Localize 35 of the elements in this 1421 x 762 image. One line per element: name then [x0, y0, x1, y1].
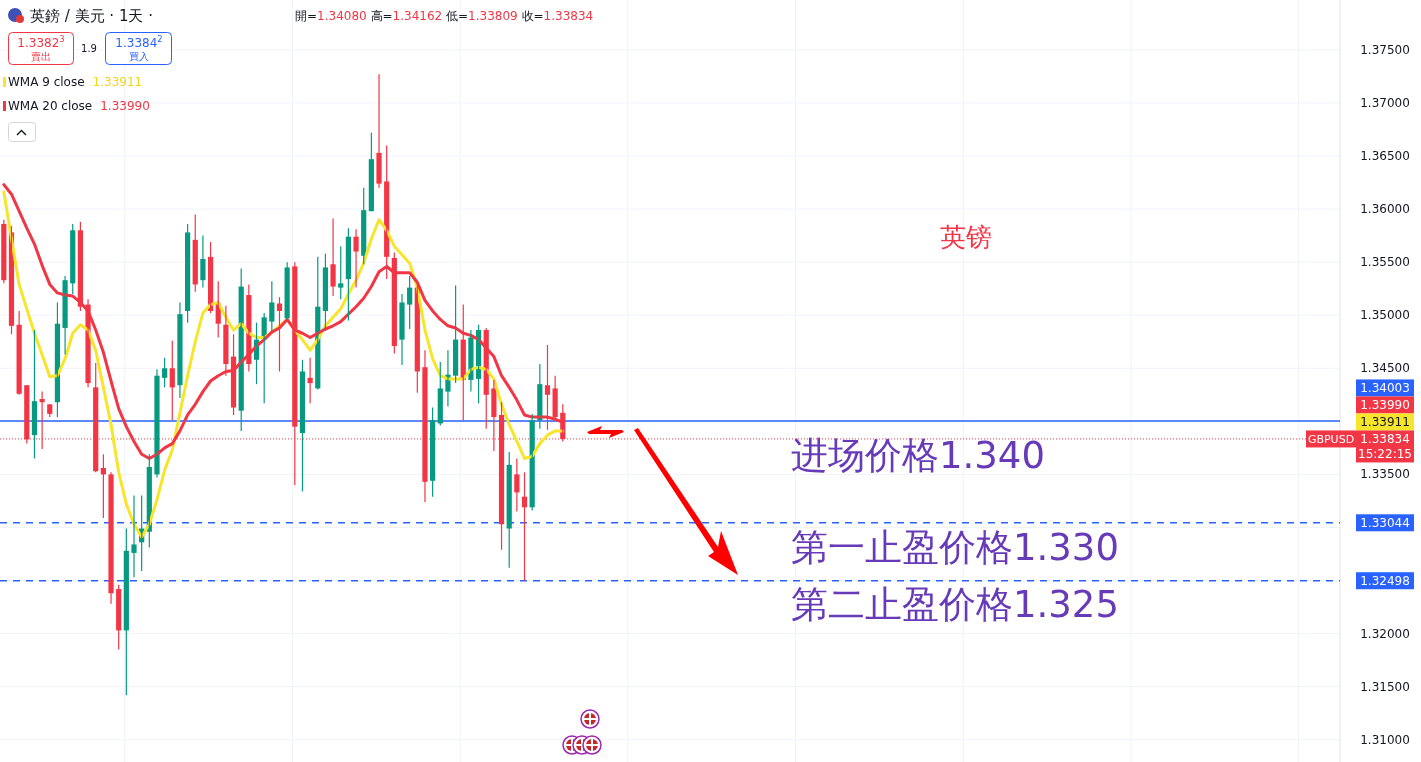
annotation: 1.3384$^{2}$ [115, 34, 163, 50]
y-tick-label: 1.34500 [1360, 361, 1410, 376]
text: 1.33911 [1360, 414, 1410, 429]
legend-label: WMA 20 close [8, 99, 93, 113]
y-tick-label: 1.31000 [1360, 732, 1410, 747]
y-tick-label: 1.37000 [1360, 95, 1410, 110]
annotation: 1.3382$^{3}$ [17, 34, 65, 50]
ref-line-label: 1.33044 [1360, 515, 1410, 530]
annotation: 第一止盈价格1.330 [791, 526, 1119, 569]
annotation: 进场价格1.340 [791, 434, 1045, 477]
candlestick [338, 245, 344, 300]
ref-line-label: 1.34003 [1360, 380, 1410, 395]
y-tick-label: 1.33500 [1360, 467, 1410, 482]
y-tick-label: 1.31500 [1360, 679, 1410, 694]
annotation: GBPUSD [1307, 432, 1355, 446]
y-tick-label: 1.36500 [1360, 149, 1410, 164]
ref-line-label: 1.32498 [1360, 573, 1410, 588]
y-tick-label: 1.35000 [1360, 308, 1410, 323]
y-tick-label: 1.36000 [1360, 202, 1410, 217]
annotation: 1.9 [81, 43, 97, 54]
ref-line-label: 1.33834 [1360, 431, 1410, 446]
annotation: 買入 [129, 51, 149, 62]
annotation: 第二止盈价格1.325 [791, 583, 1119, 626]
text: 15:22:15 [1358, 446, 1412, 461]
y-tick-label: 1.37500 [1360, 42, 1410, 57]
annotation: 賣出 [31, 51, 51, 62]
y-tick-label: 1.32000 [1360, 626, 1410, 641]
text: 1.33990 [1360, 397, 1410, 412]
y-tick-label: 1.35500 [1360, 255, 1410, 270]
text: 英鎊 / 美元 · 1天 · [30, 7, 153, 25]
annotation: 1.33990 [100, 99, 150, 113]
text: 開=1.34080 高=1.34162 低=1.33809 收=1.33834 [295, 9, 594, 23]
legend-label: WMA 9 close [8, 75, 85, 89]
annotation: 1.33911 [92, 75, 143, 89]
annotation: 英镑 [940, 222, 992, 252]
